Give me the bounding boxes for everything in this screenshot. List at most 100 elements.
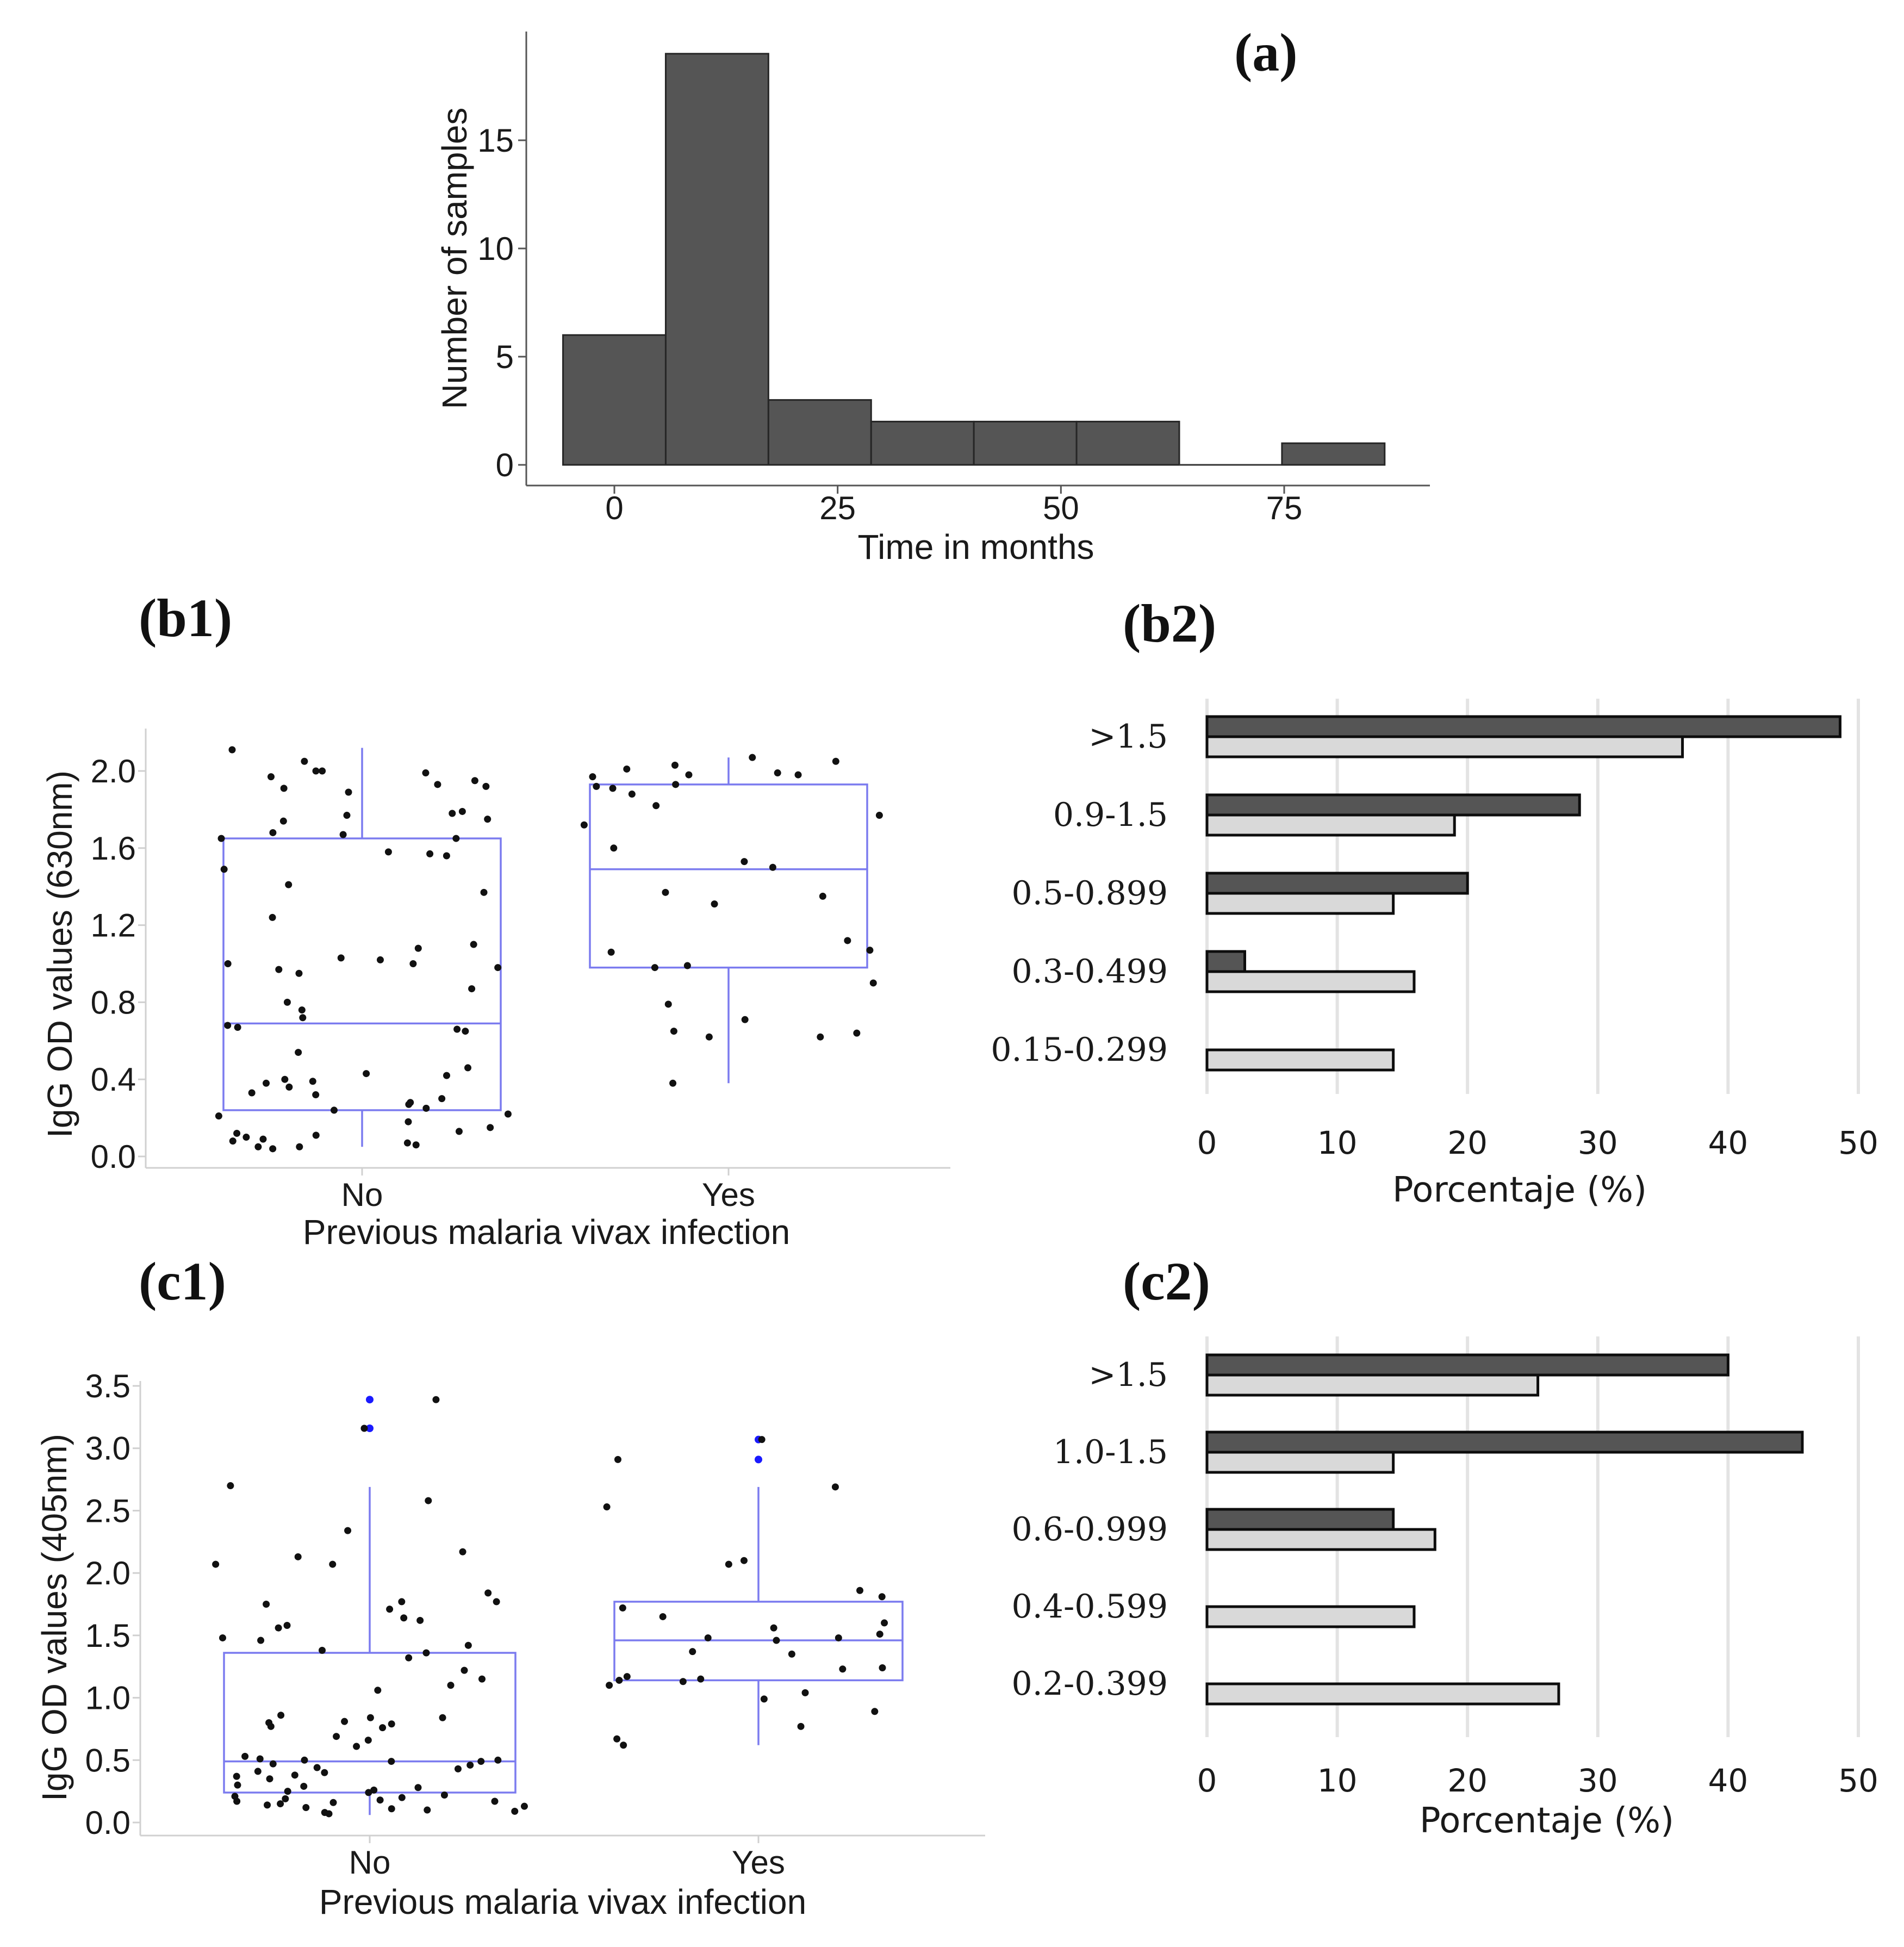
data-point [228, 746, 236, 754]
data-point [398, 1598, 406, 1606]
data-point [679, 1678, 687, 1685]
category-labels: >1.5 1.0-1.5 0.6-0.999 0.4-0.599 0.2-0.399 [1012, 1356, 1168, 1703]
data-point [876, 1631, 883, 1638]
data-point [224, 1022, 232, 1029]
data-point [794, 771, 802, 779]
data-point [224, 960, 232, 967]
data-point [300, 1782, 308, 1790]
data-point [468, 985, 476, 993]
data-point [241, 1752, 249, 1760]
category-label: 0.15-0.299 [991, 1031, 1168, 1069]
bar-dark [1205, 872, 1469, 895]
data-point [615, 1676, 623, 1684]
data-point [388, 1720, 395, 1728]
data-point [353, 1743, 360, 1750]
bar-light [1205, 1605, 1416, 1628]
data-point [283, 998, 291, 1006]
data-point [233, 1129, 241, 1137]
data-point [398, 1794, 406, 1801]
data-point [458, 807, 466, 815]
data-point [801, 1689, 809, 1696]
data-point [412, 1141, 420, 1149]
data-point [301, 1756, 308, 1764]
data-point [376, 1796, 384, 1804]
data-point [215, 1112, 222, 1120]
histogram-bar [870, 420, 975, 466]
data-point [344, 1527, 352, 1534]
data-point [329, 1560, 337, 1568]
data-point [461, 1666, 468, 1674]
data-point [620, 1741, 627, 1749]
data-point [364, 1737, 372, 1744]
x-tick-label: No [341, 1177, 383, 1213]
data-point [425, 1497, 432, 1504]
data-point [652, 802, 660, 810]
data-point [424, 1806, 431, 1814]
x-tick-label: 30 [1578, 1762, 1618, 1799]
panel-c1-boxplot: (c1) 0.0 0.5 1.0 1.5 2.0 2.5 3.0 3.5 No Yes Prev… [35, 1251, 985, 1921]
data-point [301, 757, 308, 765]
data-point [651, 964, 658, 972]
data-point [434, 781, 441, 788]
data-point [284, 1788, 291, 1795]
data-point [291, 1771, 298, 1779]
x-axis-title: Time in months [857, 527, 1094, 567]
data-point [365, 1789, 372, 1796]
data-point [853, 1029, 861, 1037]
histogram-bar [767, 399, 872, 466]
bar-light [1205, 813, 1456, 837]
data-point [871, 1708, 879, 1715]
data-point [471, 777, 478, 785]
data-point [440, 1792, 448, 1799]
data-point [484, 1589, 492, 1597]
data-point [487, 1124, 494, 1131]
data-point [220, 866, 228, 873]
x-tick-label: 10 [1317, 1124, 1358, 1161]
data-point [671, 761, 679, 769]
data-point [758, 1436, 766, 1444]
data-point [462, 1028, 469, 1035]
data-point [844, 937, 851, 944]
y-tick-label: 2.5 [85, 1492, 130, 1529]
data-point [875, 812, 883, 819]
histogram-bar [664, 53, 769, 466]
data-point [662, 888, 669, 896]
data-point [432, 1396, 440, 1403]
data-point [405, 1100, 413, 1108]
data-point [672, 781, 680, 788]
x-axis-title: Previous malaria vivax infection [319, 1882, 806, 1921]
data-point [319, 1646, 326, 1654]
data-point [263, 1079, 270, 1087]
x-axis-ticks: 0 10 20 30 40 50 [1197, 1762, 1878, 1799]
bars [1205, 1353, 1804, 1706]
data-point [333, 1733, 340, 1740]
x-tick-label: 50 [1838, 1762, 1878, 1799]
data-point [302, 1803, 310, 1811]
x-tick-label: 10 [1317, 1762, 1358, 1799]
bar-dark [1205, 793, 1581, 817]
data-point [685, 771, 693, 779]
data-point [409, 960, 417, 967]
category-label: 0.9-1.5 [1053, 796, 1168, 834]
data-point [254, 1768, 262, 1775]
data-point [280, 785, 288, 792]
data-point [277, 1712, 285, 1719]
data-point [741, 1016, 749, 1023]
data-point [459, 1548, 466, 1556]
data-point [439, 1714, 446, 1721]
data-point [405, 1118, 412, 1125]
data-point [257, 1637, 265, 1644]
histogram-bar [1281, 442, 1386, 466]
y-tick-label: 1.0 [85, 1680, 130, 1716]
data-point [683, 962, 691, 969]
boxplots [223, 1396, 904, 1815]
data-point [248, 1089, 256, 1097]
panel-b2-bar-chart: (b2) >1.5 0.9-1.5 0.5-0.899 0.3-0.499 0.15-0… [991, 593, 1878, 1210]
data-point [609, 785, 617, 792]
data-point [878, 1593, 886, 1601]
data-point [610, 844, 618, 852]
data-point [267, 1722, 275, 1730]
data-point [619, 1604, 626, 1612]
bar-dark [1205, 1430, 1804, 1454]
